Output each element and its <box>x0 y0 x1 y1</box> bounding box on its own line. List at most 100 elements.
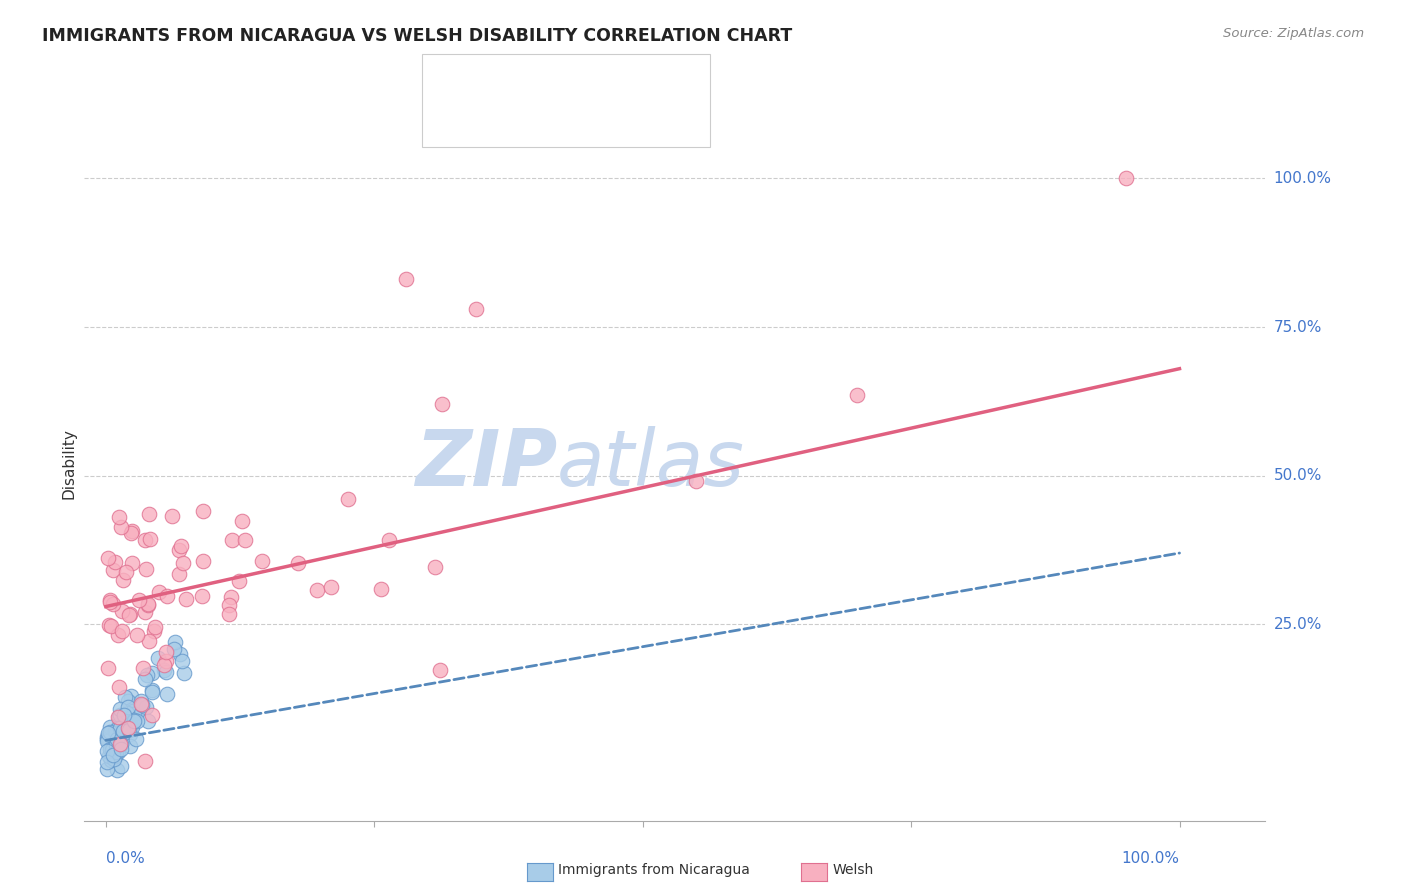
Point <box>96 744 118 758</box>
Point <box>305 583 328 598</box>
Point <box>110 737 132 751</box>
Point <box>115 706 138 720</box>
Point <box>124 714 146 728</box>
Point <box>107 731 129 746</box>
Point <box>105 738 128 752</box>
Point <box>120 690 142 704</box>
Point <box>101 741 124 756</box>
Point <box>135 699 157 714</box>
Text: Source: ZipAtlas.com: Source: ZipAtlas.com <box>1223 27 1364 40</box>
Point <box>127 706 149 720</box>
Point <box>107 680 129 694</box>
Point <box>96 731 118 745</box>
Point <box>218 598 240 612</box>
Point <box>96 762 118 776</box>
Point <box>110 759 132 773</box>
Text: Welsh: Welsh <box>832 863 873 877</box>
Text: Immigrants from Nicaragua: Immigrants from Nicaragua <box>558 863 749 877</box>
Text: atlas: atlas <box>557 425 745 502</box>
Point <box>176 591 198 606</box>
Point <box>118 723 141 738</box>
Point <box>125 628 148 642</box>
Point <box>110 742 132 756</box>
Point <box>121 704 143 718</box>
Point <box>108 702 131 716</box>
Point <box>118 607 141 622</box>
Point <box>96 755 118 769</box>
Point <box>120 727 142 741</box>
Point <box>120 525 142 540</box>
Point <box>97 550 120 565</box>
Point <box>167 566 190 581</box>
Point <box>98 724 121 739</box>
Point <box>370 582 392 596</box>
Point <box>138 634 160 648</box>
Point <box>112 724 135 739</box>
Point <box>115 706 138 720</box>
Point <box>108 721 131 735</box>
Point <box>111 624 134 638</box>
Point <box>287 556 309 570</box>
Point <box>233 533 256 547</box>
Point <box>139 532 162 546</box>
Point <box>111 574 134 588</box>
Point <box>136 714 159 728</box>
Point <box>129 694 152 708</box>
Text: 25.0%: 25.0% <box>1274 617 1322 632</box>
Point <box>114 566 136 580</box>
Point <box>104 724 127 739</box>
Point <box>167 542 190 557</box>
Point <box>221 533 243 548</box>
Point <box>114 690 136 705</box>
Point <box>110 720 132 734</box>
Point <box>191 504 214 518</box>
Point <box>118 717 141 731</box>
Point <box>105 726 128 740</box>
Point <box>104 555 127 569</box>
Point <box>111 604 134 618</box>
Point <box>98 742 121 756</box>
Point <box>135 562 157 576</box>
Point <box>163 641 186 656</box>
Point <box>104 742 127 756</box>
Point <box>112 709 135 723</box>
Point <box>101 563 124 577</box>
Point <box>846 388 869 402</box>
Text: 100.0%: 100.0% <box>1122 851 1180 866</box>
Point <box>169 647 191 661</box>
Point <box>104 724 127 739</box>
Point <box>173 665 195 680</box>
Point <box>132 661 155 675</box>
Point <box>122 714 145 728</box>
Point <box>101 742 124 756</box>
Point <box>108 733 131 747</box>
Point <box>163 635 186 649</box>
Point <box>124 731 146 746</box>
Point <box>98 593 121 607</box>
Point <box>100 619 122 633</box>
Point <box>101 597 124 611</box>
Point <box>142 624 165 639</box>
Point <box>125 714 148 728</box>
Point <box>429 663 451 677</box>
Point <box>378 533 401 547</box>
Point <box>101 742 124 756</box>
Point <box>107 736 129 750</box>
Point <box>108 707 131 722</box>
Point <box>336 492 359 507</box>
Point <box>105 746 128 760</box>
Point <box>98 595 121 609</box>
Point <box>138 598 160 612</box>
Point <box>134 754 156 768</box>
Point <box>131 698 153 712</box>
Point <box>218 607 240 621</box>
Point <box>146 650 169 665</box>
Point <box>156 589 179 603</box>
Point <box>100 720 122 734</box>
Point <box>96 731 118 746</box>
Text: R = 0.257: R = 0.257 <box>477 72 553 87</box>
Point <box>101 740 124 755</box>
Point <box>100 753 122 767</box>
Text: IMMIGRANTS FROM NICARAGUA VS WELSH DISABILITY CORRELATION CHART: IMMIGRANTS FROM NICARAGUA VS WELSH DISAB… <box>42 27 793 45</box>
Point <box>105 731 128 746</box>
